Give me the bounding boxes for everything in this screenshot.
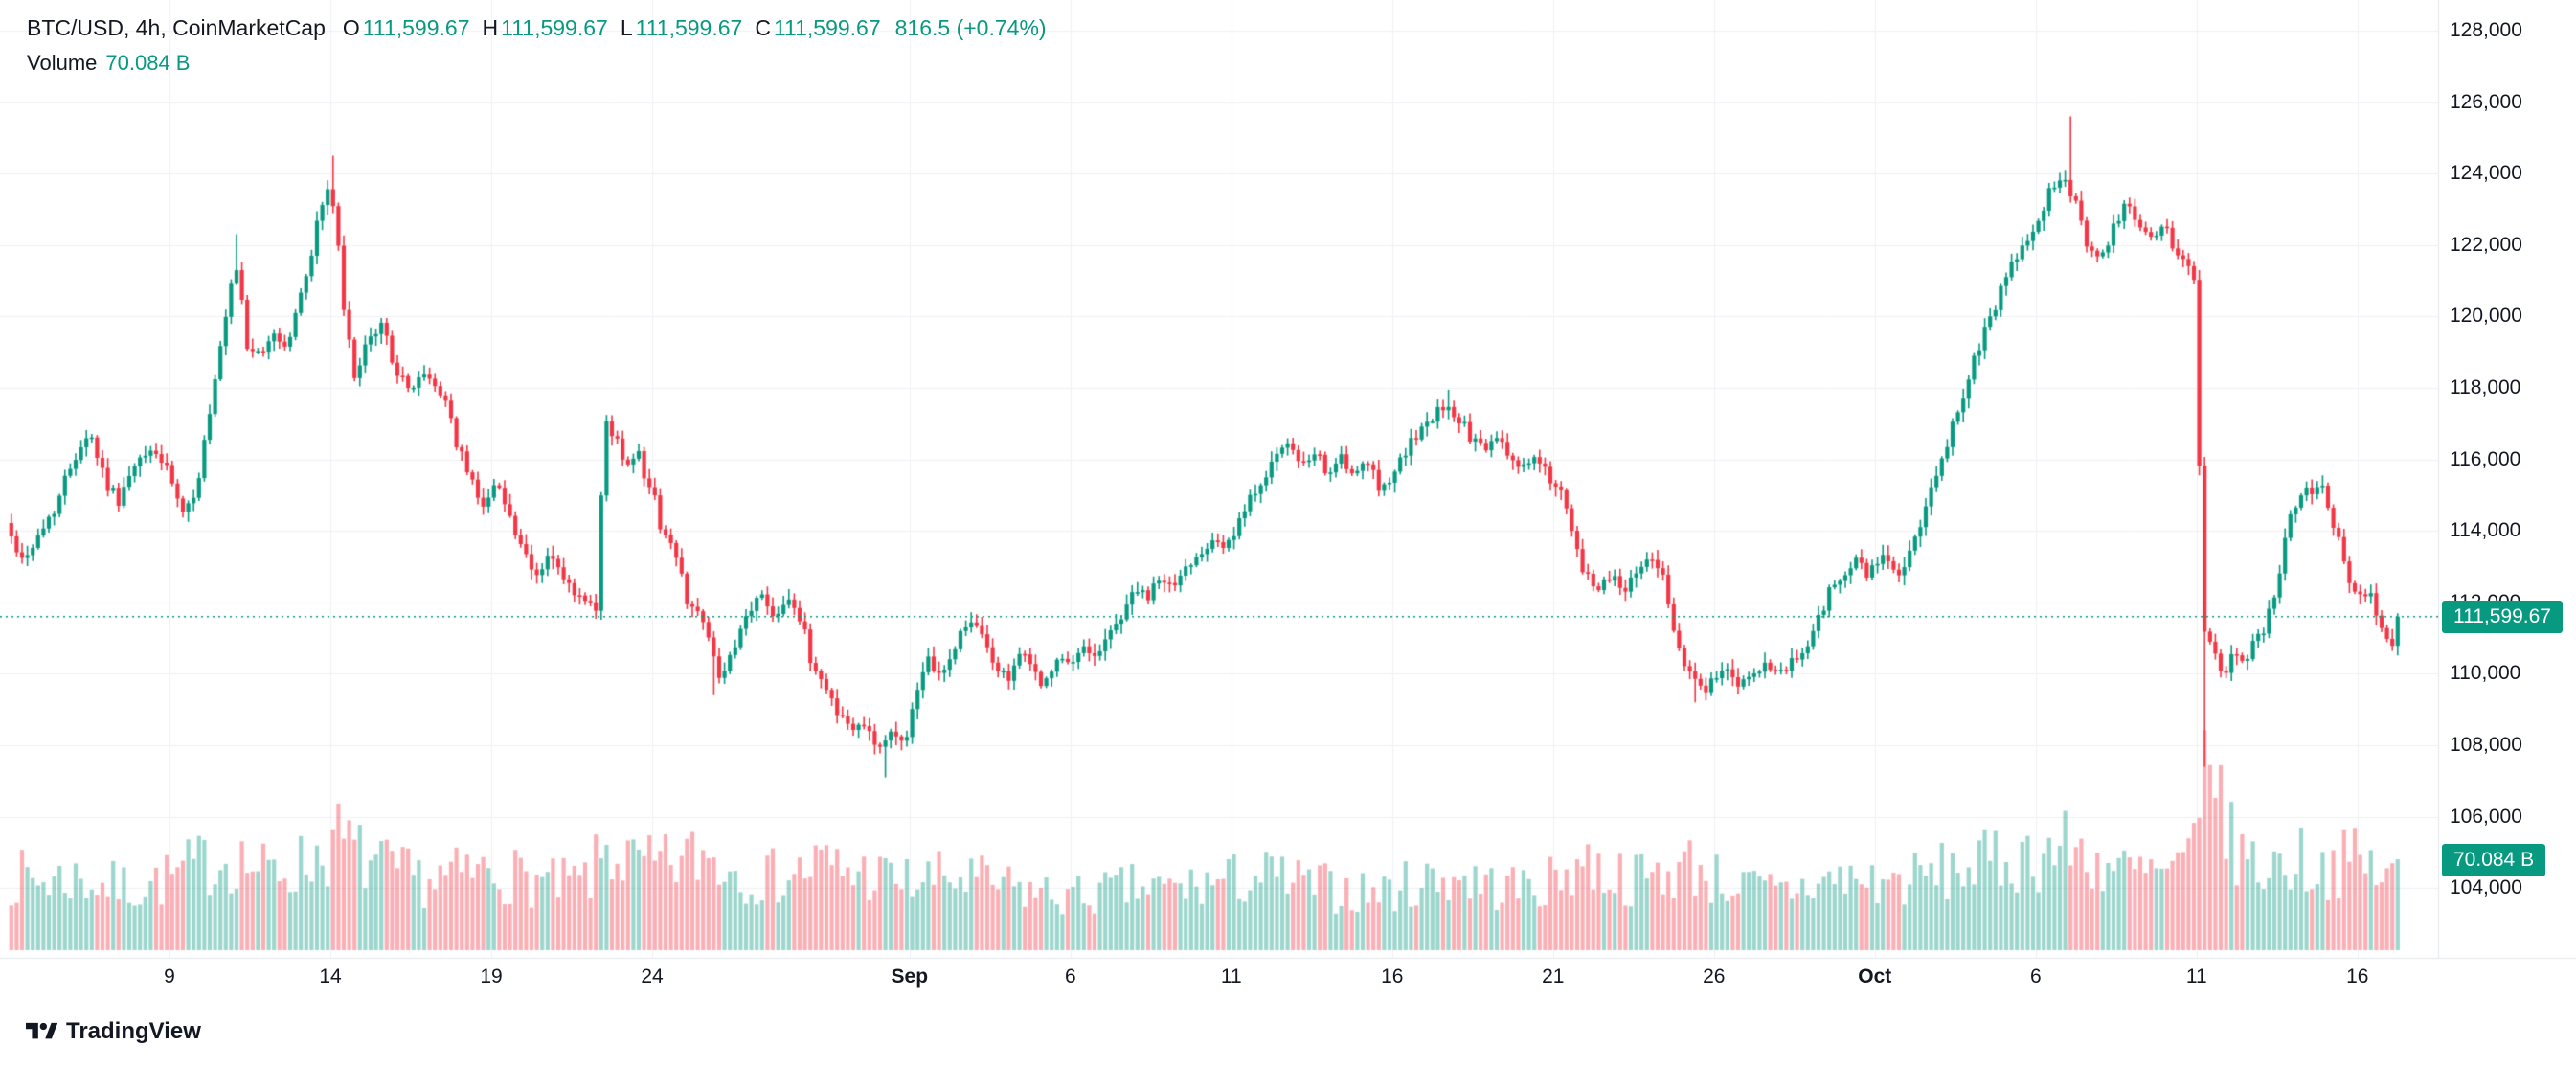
time-axis-label: 26	[1703, 966, 1726, 988]
time-axis-label: 14	[319, 966, 342, 988]
ohlc-low-value: 111,599.67	[635, 15, 743, 40]
time-axis-label: Sep	[891, 966, 929, 988]
ohlc-close: C 111,599.67	[755, 15, 880, 41]
price-axis-label: 124,000	[2450, 162, 2522, 185]
change-value: 816.5 (+0.74%)	[894, 15, 1047, 40]
price-axis-label: 118,000	[2450, 376, 2521, 398]
ohlc-high: H 111,599.67	[482, 15, 607, 41]
legend-row-ohlc: BTC/USD, 4h, CoinMarketCap O 111,599.67 H…	[27, 15, 1047, 41]
price-axis-label: 122,000	[2450, 233, 2522, 256]
ohlc-open-label: O	[342, 15, 360, 40]
ohlc-close-value: 111,599.67	[773, 15, 881, 40]
ohlc-high-label: H	[482, 15, 499, 40]
time-axis-label: 6	[2029, 966, 2042, 988]
footer: TradingView	[26, 1018, 201, 1045]
ohlc-open: O 111,599.67	[343, 15, 470, 41]
ohlc-close-label: C	[755, 15, 771, 40]
time-axis-label: 6	[1064, 966, 1076, 988]
time-axis-label: 11	[2185, 966, 2207, 988]
time-axis-label: 9	[164, 966, 175, 988]
price-axis-label: 116,000	[2450, 447, 2521, 470]
tradingview-brand[interactable]: TradingView	[66, 1018, 201, 1044]
price-axis-label: 104,000	[2450, 876, 2522, 899]
time-axis-label: 19	[480, 966, 503, 988]
ohlc-open-value: 111,599.67	[362, 15, 470, 40]
time-axis[interactable]: 9 14 19 24 Sep 6 11 16 21 26 Oct 6 11 16	[0, 958, 2438, 1002]
ohlc-low: L 111,599.67	[621, 15, 743, 41]
current-price-badge: 111,599.67	[2442, 601, 2563, 633]
price-axis-label: 106,000	[2450, 805, 2522, 828]
time-axis-label: Oct	[1858, 966, 1892, 988]
ohlc-high-value: 111,599.67	[501, 15, 608, 40]
time-axis-label: 11	[1220, 966, 1242, 988]
price-axis-label: 126,000	[2450, 90, 2522, 113]
volume-value: 70.084 B	[105, 51, 191, 75]
price-axis[interactable]: 128,000 126,000 124,000 122,000 120,000 118,0…	[2438, 0, 2576, 958]
price-axis-label: 108,000	[2450, 734, 2522, 756]
symbol-title[interactable]: BTC/USD, 4h, CoinMarketCap	[27, 15, 326, 40]
time-axis-label: 16	[2346, 966, 2369, 988]
price-axis-label: 110,000	[2450, 662, 2521, 685]
tradingview-logo-icon[interactable]	[26, 1019, 57, 1044]
ohlc-low-label: L	[620, 15, 633, 40]
time-axis-label: 16	[1381, 966, 1404, 988]
time-axis-label: 24	[641, 966, 664, 988]
legend-row-volume: Volume 70.084 B	[27, 51, 1047, 76]
price-axis-label: 114,000	[2450, 519, 2521, 542]
volume-label[interactable]: Volume	[27, 51, 98, 75]
price-axis-label: 128,000	[2450, 19, 2522, 41]
price-axis-label: 120,000	[2450, 305, 2522, 328]
time-axis-label: 21	[1542, 966, 1565, 988]
volume-badge: 70.084 B	[2442, 844, 2546, 876]
legend: BTC/USD, 4h, CoinMarketCap O 111,599.67 H…	[27, 15, 1047, 76]
